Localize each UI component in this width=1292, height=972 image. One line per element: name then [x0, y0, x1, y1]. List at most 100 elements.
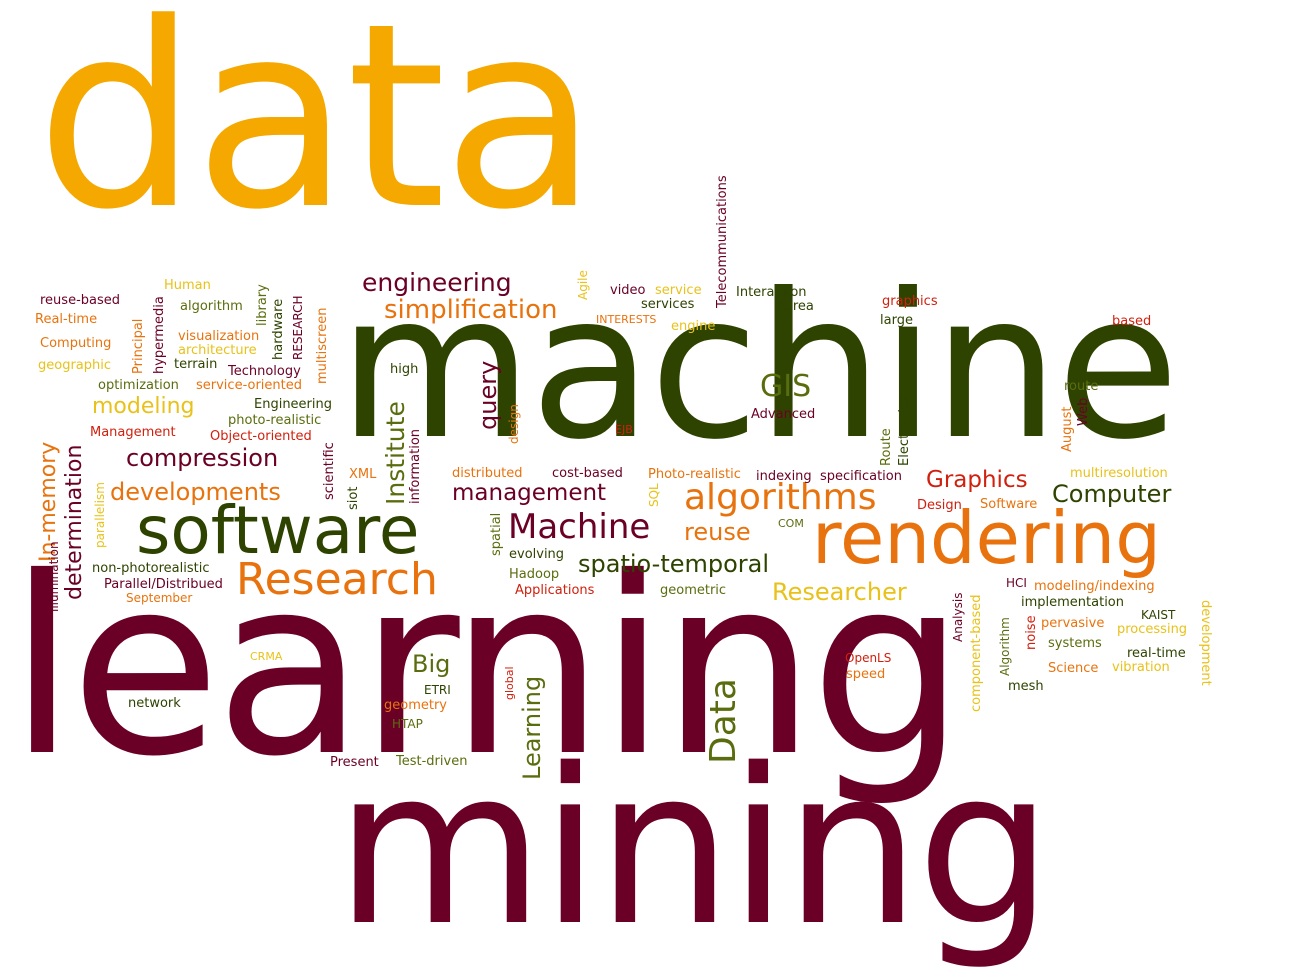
word-htap: HTAP [392, 717, 423, 731]
word-vibration: vibration [1112, 660, 1170, 675]
word-mesh: mesh [1008, 679, 1044, 694]
word-korea: Korea [777, 299, 814, 314]
word-reuse-based: reuse-based [40, 293, 120, 308]
word-based: based [1112, 314, 1152, 329]
word-openls: OpenLS [845, 651, 892, 665]
word-etri: ETRI [424, 683, 451, 697]
word-compression: compression [126, 444, 279, 472]
word-object-oriented: Object-oriented [210, 429, 312, 444]
word-data: data [36, 0, 598, 266]
word-real-time: real-time [1127, 646, 1186, 661]
word-illumination: illumination [47, 541, 61, 612]
word-machine: machine [338, 251, 1179, 484]
word-component-based: component-based [969, 594, 984, 712]
word-research-upper: RESEARCH [291, 295, 305, 360]
word-sql: SQL [647, 483, 661, 507]
word-engineering: engineering [362, 268, 512, 297]
word-algorithm-cap: Algorithm [998, 617, 1012, 676]
word-algorithms: algorithms [684, 477, 877, 518]
word-photo-realistic: photo-realistic [228, 413, 322, 428]
word-present: Present [330, 755, 379, 770]
word-principal: Principal [131, 318, 146, 374]
word-route: route [1064, 379, 1099, 394]
word-library: library [255, 284, 270, 326]
word-software-cap: Software [980, 497, 1038, 512]
word-research: Research [236, 554, 438, 605]
word-noise: noise [1024, 615, 1039, 650]
word-graphics-cap: Graphics [926, 467, 1028, 493]
word-interests: INTERESTS [596, 313, 657, 326]
word-design-cap: Design [917, 498, 962, 513]
word-ejb: EJB [615, 423, 633, 436]
word-siot: siot [346, 486, 361, 510]
word-service: service [655, 283, 702, 298]
word-hadoop: Hadoop [509, 567, 560, 582]
word-mining: mining [335, 722, 1053, 972]
word-multiresolution: multiresolution [1070, 466, 1168, 481]
word-algorithm: algorithm [180, 299, 243, 314]
word-video: video [610, 283, 646, 298]
word-spatial: spatial [489, 512, 504, 556]
word-xml: XML [349, 467, 377, 482]
word-photo-realistic-cap: Photo-realistic [648, 467, 741, 482]
word-management-cap: Management [90, 425, 176, 440]
word-pervasive: pervasive [1041, 616, 1105, 631]
word-determination: determination [62, 444, 87, 600]
word-systems: systems [1048, 636, 1102, 651]
word-visualization: visualization [178, 329, 260, 344]
word-architecture: architecture [178, 343, 257, 358]
word-services: services [641, 297, 695, 312]
word-engine: engine [671, 319, 716, 334]
word-spatio-temporal: spatio-temporal [578, 550, 770, 578]
word-learning-cap: Learning [518, 675, 546, 780]
word-machine-cap: Machine [508, 507, 651, 547]
word-distributed: distributed [452, 466, 523, 481]
word-evolving: evolving [509, 547, 565, 562]
word-indexing: indexing [756, 469, 812, 484]
word-management: management [452, 480, 607, 506]
word-hci: HCI [1006, 576, 1027, 590]
word-speed: speed [846, 667, 886, 682]
word-implementation: implementation [1021, 595, 1125, 610]
word-technology: Technology [228, 364, 301, 379]
word-real-time-cap: Real-time [35, 312, 98, 327]
word-interaction: Interaction [736, 285, 807, 300]
word-route-cap: Route [879, 428, 894, 466]
word-science: Science [1048, 661, 1099, 676]
word-agile: Agile [576, 270, 590, 300]
word-reuse: reuse [684, 518, 751, 546]
word-modeling-indexing: modeling/indexing [1034, 579, 1155, 594]
word-simplification: simplification [384, 295, 558, 325]
word-query: query [474, 360, 502, 430]
word-electronics: Electronics [897, 395, 912, 466]
word-human: Human [164, 278, 211, 293]
word-crma: CRMA [250, 650, 283, 663]
word-analysis: Analysis [951, 592, 965, 642]
word-terrain: terrain [174, 357, 218, 372]
word-hardware: hardware [271, 298, 286, 360]
word-september: September [126, 591, 193, 605]
word-network: network [128, 696, 181, 711]
word-service-oriented: service-oriented [196, 378, 302, 393]
word-software: software [136, 492, 420, 569]
word-high: high [390, 362, 419, 377]
word-gis: GIS [760, 369, 812, 404]
word-parallel-distribued: Parallel/Distribued [104, 577, 223, 592]
word-geographic: geographic [38, 358, 112, 373]
word-geometry: geometry [384, 698, 448, 713]
word-rendering: rendering [812, 496, 1161, 580]
word-web: Web [1076, 397, 1091, 426]
word-computer: Computer [1052, 480, 1172, 508]
word-com: COM [778, 517, 804, 530]
word-non-photorealistic: non-photorealistic [92, 561, 210, 576]
word-developments: developments [110, 478, 281, 506]
word-parallelism: parallelism [93, 482, 107, 548]
word-modeling: modeling [92, 394, 195, 419]
word-computing: Computing [40, 336, 112, 351]
word-optimization: optimization [98, 378, 179, 393]
word-cost-based: cost-based [552, 466, 623, 481]
word-scientific: scientific [322, 442, 337, 500]
word-hypermedia: hypermedia [152, 296, 167, 374]
word-design: design [507, 404, 521, 444]
